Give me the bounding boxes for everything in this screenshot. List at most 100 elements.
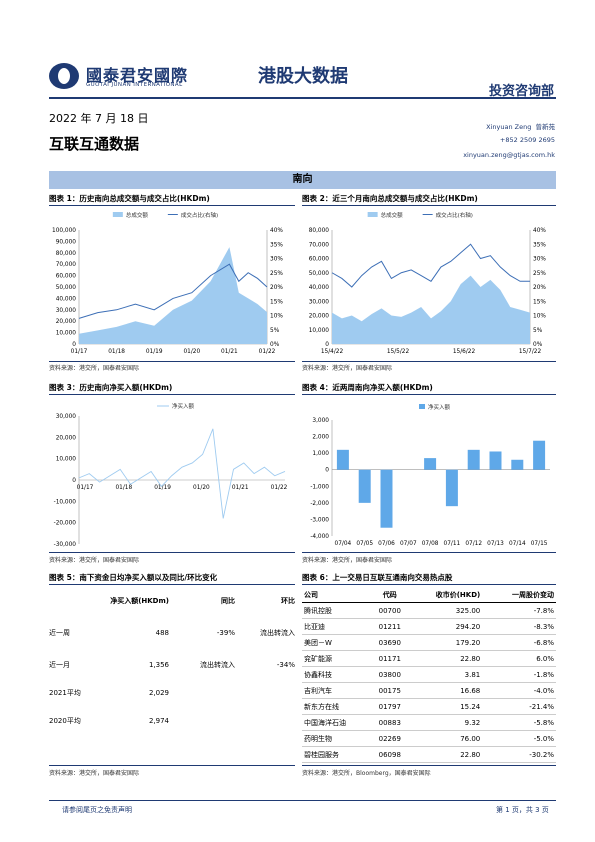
section-header: 南向	[49, 171, 556, 189]
fig1-source: 资料来源：港交所，国泰君安国际	[49, 365, 140, 372]
x-tick-label: 01/21	[221, 349, 238, 355]
analyst-name-en: Xinyuan Zeng	[486, 123, 532, 131]
table-row: 美团－W 03690 179.20 -6.8%	[302, 634, 556, 651]
y-tick-label-right: 25%	[270, 271, 283, 277]
table-cell: -5.0%	[482, 730, 556, 747]
table-row: 药明生物 02269 76.00 -5.0%	[302, 730, 556, 747]
table-cell: 流出转流入	[200, 661, 235, 669]
report-title: 港股大数据	[258, 66, 348, 87]
y-tick-label-right: 15%	[270, 299, 283, 305]
bar-07-13	[489, 451, 502, 470]
table-row: 吉利汽车 00175 16.68 -4.0%	[302, 682, 556, 699]
bar-07-04	[336, 449, 349, 470]
table-cell: 01171	[365, 650, 415, 667]
x-tick-label: 07/04	[335, 541, 352, 547]
bar-07-06	[380, 469, 393, 528]
table-cell: 兖矿能源	[302, 650, 366, 667]
table-cell: 325.00	[414, 602, 483, 619]
y-tick-label: 40,000	[56, 296, 77, 302]
y-tick-label: 60,000	[309, 257, 330, 263]
y-tick-label: -10,000	[54, 499, 77, 505]
x-tick-label: 07/12	[465, 541, 482, 547]
table-cell: -1.8%	[482, 666, 556, 683]
table-cell: 6.0%	[482, 650, 556, 667]
table-cell	[169, 682, 235, 704]
fig3-bottom-rule	[49, 552, 295, 553]
fig4-top-rule	[302, 394, 556, 395]
y-tick-label: 10,000	[56, 331, 77, 337]
y-tick-label: 70,000	[309, 242, 330, 248]
table-cell: 01797	[365, 698, 415, 715]
x-tick-label: 15/4/22	[321, 349, 344, 355]
fig2-bottom-rule	[302, 361, 556, 362]
fig6-top-rule	[302, 584, 556, 585]
table-cell: 00175	[365, 682, 415, 699]
y-tick-label-right: 40%	[533, 228, 546, 234]
x-tick-label: 07/08	[422, 541, 439, 547]
x-tick-label: 01/20	[183, 349, 200, 355]
table-cell: 01211	[365, 618, 415, 635]
y-tick-label-right: 0%	[533, 342, 543, 348]
table-cell: 2020平均	[49, 717, 81, 725]
department-label: 投资咨询部	[489, 84, 555, 99]
x-tick-label: 01/21	[232, 485, 249, 491]
table-cell: 179.20	[414, 634, 483, 651]
legend-swatch	[112, 212, 123, 217]
analyst-phone: +852 2509 2695	[499, 136, 555, 144]
fig3-chart: 净买入额 -30,000 -20,000 -10,000 0 10,000 20,000 30…	[54, 402, 288, 548]
table-cell: 2,029	[148, 689, 169, 697]
table-cell	[235, 710, 295, 732]
y-tick-label: 30,000	[309, 299, 330, 305]
table-cell: 16.68	[414, 682, 483, 699]
table-cell: 488	[155, 629, 169, 637]
table-row: 协鑫科技 03800 3.81 -1.8%	[302, 666, 556, 683]
table-cell: -6.8%	[482, 634, 556, 651]
table-row: 2020平均 2,974	[49, 710, 295, 732]
table-cell: -34%	[276, 661, 295, 669]
y-tick-label: 20,000	[56, 319, 77, 325]
y-tick-label-right: 30%	[270, 257, 283, 263]
table-header-cell: 代码	[365, 587, 415, 603]
table-cell: 00883	[365, 714, 415, 731]
company-name-en: GUOTAI JUNAN INTERNATIONAL	[86, 82, 183, 88]
table-cell: -8.3%	[482, 618, 556, 635]
fig2-source: 资料来源：港交所，国泰君安国际	[302, 365, 393, 372]
y-tick-label: 50,000	[56, 285, 77, 291]
table-cell: -5.8%	[482, 714, 556, 731]
disclaimer-link[interactable]: 请参阅尾页之免责声明	[62, 806, 132, 814]
x-tick-label: 07/14	[509, 541, 526, 547]
report-date: 2022 年 7 月 18 日	[49, 112, 149, 125]
table-row: 近一月 1,356 流出转流入 -34%	[49, 654, 295, 676]
table-header-cell: 一周股价变动	[482, 587, 556, 603]
bar-07-12	[467, 449, 480, 470]
legend-label: 净买入额	[172, 402, 195, 410]
y-tick-label-right: 25%	[533, 271, 546, 277]
table-header-cell	[49, 590, 99, 612]
analyst-email[interactable]: xinyuan.zeng@gtjas.com.hk	[463, 151, 555, 159]
table-header-cell: 收市价(HKD)	[414, 587, 483, 603]
table-row: 新东方在线 01797 15.24 -21.4%	[302, 698, 556, 715]
x-tick-label: 01/18	[108, 349, 125, 355]
footer-divider	[49, 800, 556, 801]
y-tick-label: 3,000	[312, 418, 329, 424]
legend-label: 净买入额	[428, 403, 451, 411]
y-tick-label-right: 15%	[533, 299, 546, 305]
table-row: 近一周 488 -39% 流出转流入	[49, 622, 295, 644]
y-tick-label: 2,000	[312, 435, 329, 441]
bar-07-05	[358, 469, 371, 503]
x-tick-label: 07/05	[356, 541, 373, 547]
legend-swatch	[367, 212, 378, 217]
legend-swatch	[419, 404, 425, 409]
legend-label: 总成交额	[126, 211, 149, 219]
table-cell: 2,974	[148, 717, 169, 725]
table-cell: -21.4%	[482, 698, 556, 715]
fig2-top-rule	[302, 205, 556, 206]
table-cell: -7.8%	[482, 602, 556, 619]
table-cell	[235, 682, 295, 704]
table-cell: 03690	[365, 634, 415, 651]
y-tick-label: -20,000	[54, 521, 77, 527]
table-cell: 吉利汽车	[302, 682, 366, 699]
table-cell: -39%	[216, 629, 235, 637]
x-tick-label: 01/18	[115, 485, 132, 491]
y-tick-label: -4,000	[310, 534, 329, 540]
